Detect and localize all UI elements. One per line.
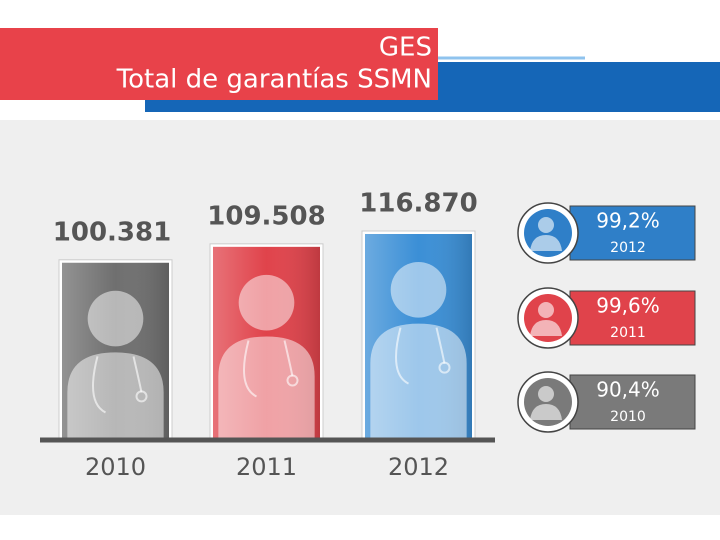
person-body	[370, 323, 467, 438]
badge-year: 2012	[610, 240, 646, 256]
person-head	[390, 262, 447, 318]
badge-body	[530, 404, 562, 420]
title: GES	[379, 33, 432, 63]
badge-body	[530, 320, 562, 336]
x-tick-label: 2011	[236, 453, 297, 481]
badge-head	[538, 217, 554, 233]
badge-value: 90,4%	[596, 378, 660, 402]
value-label: 109.508	[207, 201, 325, 231]
x-tick-label: 2010	[85, 453, 146, 481]
badge-year: 2011	[610, 325, 646, 341]
badge-body	[530, 235, 562, 251]
person-head	[238, 274, 295, 331]
person-head	[87, 290, 144, 347]
badge-value: 99,2%	[596, 209, 660, 233]
badge-year: 2010	[610, 409, 646, 425]
badge-head	[538, 302, 554, 318]
stethoscope-end	[438, 361, 451, 374]
badge-head	[538, 386, 554, 402]
subtitle: Total de garantías SSMN	[116, 65, 432, 95]
person-icon	[370, 262, 467, 438]
badge-box	[569, 205, 696, 261]
badge-box	[569, 374, 696, 430]
person-body	[218, 336, 315, 438]
person-icon	[67, 290, 164, 438]
badge-box	[569, 290, 696, 346]
value-label: 116.870	[359, 189, 477, 219]
stethoscope-end	[286, 374, 299, 387]
person-icon	[218, 274, 315, 438]
badge-value: 99,6%	[596, 294, 660, 318]
x-tick-label: 2012	[388, 453, 449, 481]
value-label: 100.381	[53, 217, 171, 247]
stethoscope-end	[135, 390, 148, 403]
person-body	[67, 352, 164, 438]
title-box	[0, 28, 438, 100]
